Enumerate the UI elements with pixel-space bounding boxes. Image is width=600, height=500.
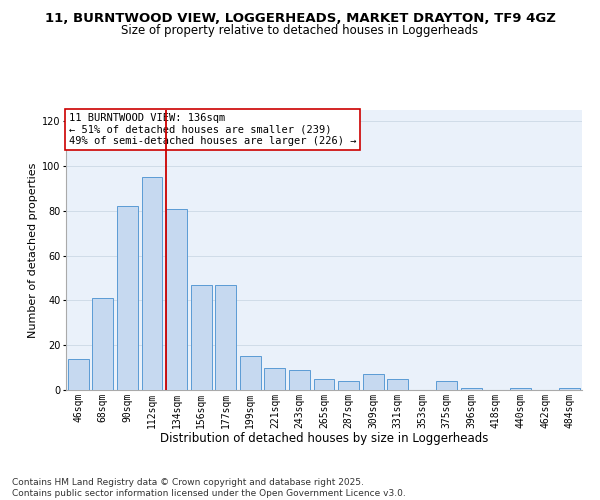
Bar [142, 177, 163, 390]
Y-axis label: Number of detached properties: Number of detached properties [28, 162, 38, 338]
Bar [265, 368, 286, 390]
Bar [68, 358, 89, 390]
Text: 11, BURNTWOOD VIEW, LOGGERHEADS, MARKET DRAYTON, TF9 4GZ: 11, BURNTWOOD VIEW, LOGGERHEADS, MARKET … [44, 12, 556, 26]
Bar [117, 206, 138, 390]
Bar [559, 388, 580, 390]
Bar [314, 379, 334, 390]
Bar [461, 388, 482, 390]
Text: 11 BURNTWOOD VIEW: 136sqm
← 51% of detached houses are smaller (239)
49% of semi: 11 BURNTWOOD VIEW: 136sqm ← 51% of detac… [68, 113, 356, 146]
Text: Size of property relative to detached houses in Loggerheads: Size of property relative to detached ho… [121, 24, 479, 37]
Bar [436, 381, 457, 390]
Bar [215, 284, 236, 390]
Bar [240, 356, 261, 390]
Bar [362, 374, 383, 390]
X-axis label: Distribution of detached houses by size in Loggerheads: Distribution of detached houses by size … [160, 432, 488, 445]
Bar [191, 284, 212, 390]
Bar [92, 298, 113, 390]
Bar [166, 208, 187, 390]
Bar [387, 379, 408, 390]
Bar [338, 381, 359, 390]
Text: Contains HM Land Registry data © Crown copyright and database right 2025.
Contai: Contains HM Land Registry data © Crown c… [12, 478, 406, 498]
Bar [289, 370, 310, 390]
Bar [510, 388, 531, 390]
